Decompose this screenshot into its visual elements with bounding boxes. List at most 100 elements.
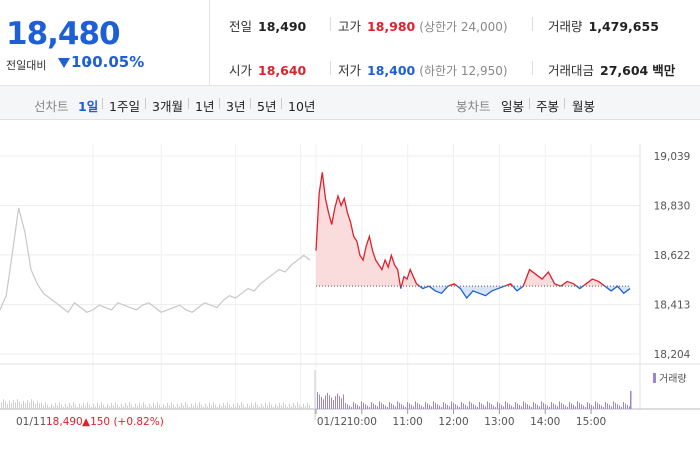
volume-bar xyxy=(579,402,580,409)
tab-10-years[interactable]: 10년 xyxy=(288,99,316,114)
volume-bar xyxy=(41,403,42,409)
volume-bar xyxy=(187,404,188,409)
volume-bar xyxy=(571,403,572,409)
volume-bar xyxy=(411,404,412,409)
volume-bar xyxy=(611,406,612,409)
volume-bar xyxy=(337,393,338,409)
volume-bar xyxy=(423,407,424,409)
trade-amount: 거래대금 27,604 백만 xyxy=(548,63,676,78)
volume-bar xyxy=(71,405,72,409)
volume-bar xyxy=(331,397,332,409)
volume-bar xyxy=(65,403,66,409)
change-label: 전일대비 xyxy=(6,59,47,72)
volume-bar xyxy=(569,402,570,409)
volume-bar xyxy=(587,402,588,409)
volume-bar xyxy=(527,404,528,409)
price-box: 18,480 전일대비 10 -0.05% xyxy=(0,0,210,86)
volume-bar xyxy=(73,402,74,409)
volume-bar xyxy=(293,403,294,409)
volume-bar xyxy=(499,403,500,409)
volume-bar xyxy=(271,404,272,409)
volume-bar xyxy=(371,402,372,409)
tab-1-week[interactable]: 1주일 xyxy=(109,99,140,114)
volume-bar xyxy=(101,402,102,409)
volume-bar xyxy=(89,404,90,409)
volume-bar xyxy=(155,405,156,409)
volume-bar xyxy=(475,405,476,409)
tab-1-day[interactable]: 1일 xyxy=(78,99,99,114)
volume-bar xyxy=(173,404,174,409)
volume-bar xyxy=(465,404,466,409)
volume-bar xyxy=(443,402,444,409)
volume-bar xyxy=(395,406,396,409)
volume-bar xyxy=(549,407,550,409)
volume-bar xyxy=(281,405,282,409)
volume-bar xyxy=(161,407,162,409)
volume-bar xyxy=(319,394,320,409)
volume-bar xyxy=(47,404,48,409)
volume-bar xyxy=(105,407,106,409)
volume-bar xyxy=(285,404,286,409)
volume-bar xyxy=(151,406,152,409)
volume-bar xyxy=(253,405,254,409)
volume-bar xyxy=(117,404,118,409)
volume-bar xyxy=(493,405,494,409)
volume-bar xyxy=(379,401,380,409)
volume-bar xyxy=(417,402,418,409)
tab-1-year[interactable]: 1년 xyxy=(195,99,215,114)
volume-bar xyxy=(217,407,218,409)
tab-3-years[interactable]: 3년 xyxy=(226,99,246,114)
volume-bar xyxy=(149,403,150,409)
volume-bar xyxy=(373,403,374,409)
volume-bar xyxy=(137,406,138,409)
volume-bar xyxy=(191,403,192,409)
volume-bar xyxy=(203,407,204,409)
volume-bar xyxy=(53,406,54,409)
tab-daily-candle[interactable]: 일봉 xyxy=(501,99,525,114)
volume-bar xyxy=(409,403,410,409)
volume-bar xyxy=(7,404,8,409)
volume-bar xyxy=(157,402,158,409)
volume-bar xyxy=(109,406,110,409)
volume-bar xyxy=(533,402,534,409)
volume-bar xyxy=(391,403,392,409)
volume-bar xyxy=(273,407,274,409)
volume-bar xyxy=(399,402,400,409)
volume-bar xyxy=(239,405,240,409)
volume-bar xyxy=(61,404,62,409)
volume-bar xyxy=(471,402,472,409)
volume-bar xyxy=(147,407,148,409)
change-value: 10 xyxy=(58,53,92,71)
prev-day-series xyxy=(0,207,311,314)
tab-monthly-candle[interactable]: 월봉 xyxy=(572,99,596,114)
volume-bar xyxy=(389,402,390,409)
volume-bar xyxy=(85,405,86,409)
volume-bar xyxy=(9,400,10,409)
volume-bar xyxy=(199,402,200,409)
volume-bar xyxy=(91,407,92,409)
volume-bar xyxy=(165,406,166,409)
volume-bar xyxy=(213,402,214,409)
tab-3-months[interactable]: 3개월 xyxy=(152,99,183,114)
volume-bar xyxy=(341,398,342,409)
volume-bar xyxy=(553,403,554,409)
volume-bar xyxy=(57,405,58,409)
volume-bar xyxy=(437,404,438,409)
volume-bar xyxy=(451,401,452,409)
volume-bar xyxy=(229,404,230,409)
tab-weekly-candle[interactable]: 주봉 xyxy=(536,99,560,114)
volume-bar xyxy=(459,407,460,409)
volume-bar xyxy=(375,404,376,409)
volume-bar xyxy=(195,403,196,409)
volume-bar xyxy=(401,404,402,409)
volume-bar xyxy=(557,406,558,409)
volume-bar xyxy=(309,405,310,409)
volume-bar xyxy=(211,405,212,409)
tab-5-years[interactable]: 5년 xyxy=(257,99,277,114)
volume-bar xyxy=(521,406,522,409)
x-tick-label: 13:00 xyxy=(484,416,514,428)
volume-bar xyxy=(467,406,468,409)
volume-bar xyxy=(179,406,180,409)
volume-bar xyxy=(197,405,198,409)
volume-bar xyxy=(543,402,544,409)
